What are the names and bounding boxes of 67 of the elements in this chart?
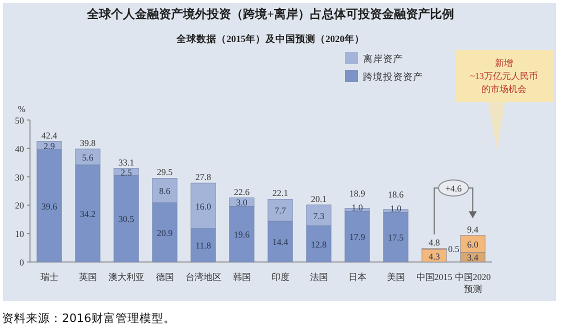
- y-tick-label: 30: [15, 172, 24, 182]
- total-label: 18.6: [388, 189, 404, 200]
- text: 新增: [495, 58, 513, 68]
- data-label: 14.4: [272, 237, 289, 248]
- data-label: 7.3: [313, 210, 325, 221]
- data-label: 0.5: [448, 244, 460, 254]
- data-label: 4.3: [428, 251, 440, 262]
- data-label: 20.9: [156, 228, 174, 238]
- bar: [422, 250, 447, 262]
- x-tick-label: 中国2020 预测: [454, 272, 492, 294]
- data-label: 34.2: [80, 208, 96, 219]
- total-label: 22.1: [272, 188, 288, 198]
- total-label: 42.4: [41, 130, 58, 140]
- x-tick-label: 法国: [310, 272, 328, 282]
- data-label: 3.4: [467, 252, 479, 263]
- total-label: 18.9: [349, 188, 366, 198]
- chart-title: 全球个人金融资产境外投资（跨境+离岸）占总体可投资金融资产比例: [86, 7, 454, 21]
- x-tick-label: 中国2015: [416, 272, 453, 282]
- bar: [383, 212, 408, 262]
- x-tick-label: 英国: [78, 272, 97, 282]
- data-label: 3.0: [236, 198, 248, 208]
- x-tick-label: 韩国: [232, 272, 251, 282]
- data-label: 16.0: [195, 201, 212, 212]
- text: ~13万亿元人民币: [470, 71, 538, 81]
- data-label: 2.9: [44, 140, 56, 151]
- x-tick-label: 德国: [156, 272, 174, 282]
- total-label: 22.6: [234, 186, 250, 197]
- data-label: 12.8: [310, 239, 328, 250]
- y-tick-label: 40: [15, 144, 24, 154]
- data-label: 19.6: [234, 230, 250, 240]
- data-label: 17.9: [349, 232, 366, 242]
- data-label: 1.0: [390, 203, 402, 214]
- text: 资料来源：2016财富管理模型。: [2, 311, 176, 325]
- x-tick-label: 日本: [348, 272, 366, 282]
- chart-subtitle: 全球数据（2015年）及中国预测（2020年）: [176, 33, 364, 45]
- x-tick-label: 美国: [386, 272, 405, 282]
- data-label: 30.5: [118, 214, 135, 224]
- x-tick-label: 印度: [271, 272, 290, 282]
- data-label: 17.5: [388, 232, 404, 243]
- bar: [344, 210, 370, 262]
- total-label: 20.1: [310, 194, 327, 204]
- data-label: 1.0: [352, 202, 364, 212]
- y-tick-label: 20: [15, 200, 24, 211]
- x-tick-label: 台湾地区: [185, 272, 222, 282]
- total-label: 27.8: [195, 172, 212, 182]
- legend-label: 跨境投资资产: [363, 71, 423, 83]
- data-label: 2.5: [120, 167, 132, 178]
- total-label: 9.4: [467, 224, 479, 234]
- y-axis-title: %: [18, 104, 26, 114]
- data-label: 5.6: [82, 152, 94, 162]
- x-tick-label: 澳大利亚: [108, 272, 144, 282]
- total-label: 39.8: [80, 138, 96, 148]
- data-label: 8.6: [159, 186, 171, 196]
- data-label: 11.8: [196, 240, 212, 251]
- y-tick-label: 50: [15, 116, 24, 126]
- total-label: 33.1: [118, 157, 134, 168]
- total-label: 29.5: [156, 167, 174, 178]
- x-tick-label: 瑞士: [40, 272, 58, 282]
- data-label: 39.6: [41, 201, 58, 212]
- annotation: +4.6: [445, 184, 462, 194]
- legend-label: 离岸资产: [363, 53, 403, 65]
- y-tick-label: 10: [15, 229, 24, 240]
- data-label: 6.0: [467, 239, 479, 250]
- total-label: 4.8: [428, 237, 440, 248]
- y-tick-label: 0: [20, 258, 24, 268]
- data-label: 7.7: [274, 206, 286, 216]
- text: 的市场机会: [482, 84, 526, 94]
